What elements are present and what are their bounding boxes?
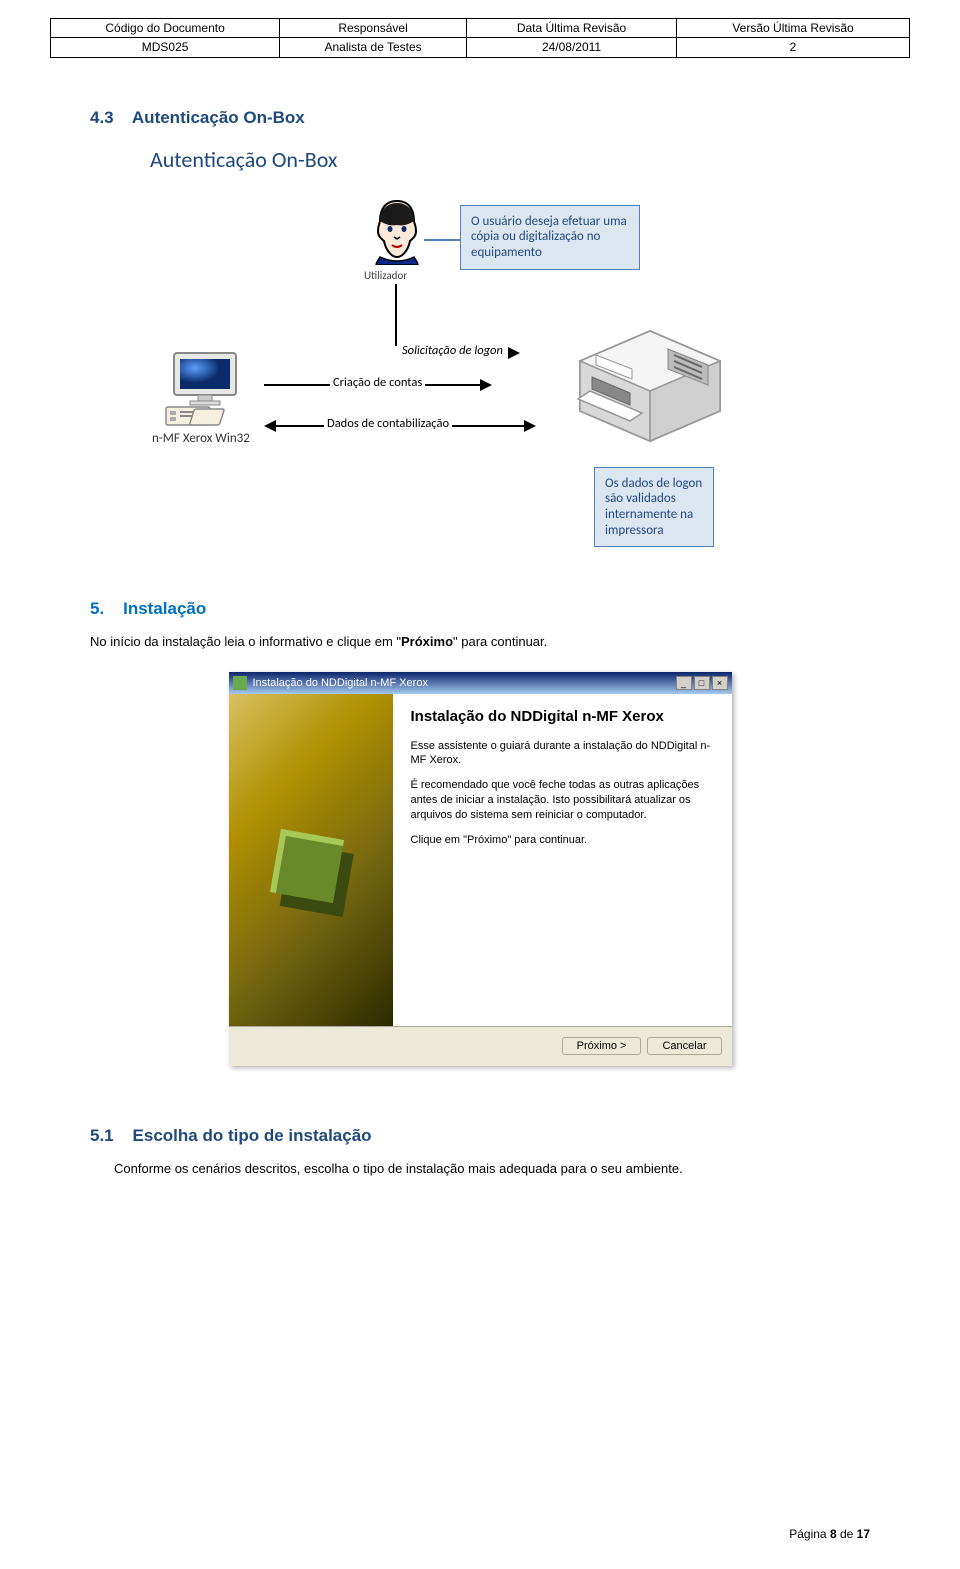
box-user-action: O usuário deseja efetuar uma cópia ou di…	[460, 205, 640, 270]
section-5-bold: Próximo	[401, 634, 453, 649]
arrow-criacao-icon	[480, 379, 492, 391]
box-printer-validation: Os dados de logon são validados internam…	[594, 467, 714, 547]
computer-label: n-MF Xerox Win32	[152, 431, 250, 446]
header-col2-top: Data Última Revisão	[467, 19, 677, 38]
section-5-1-body: Conforme os cenários descritos, escolha …	[90, 1160, 870, 1179]
installer-title-text: Instalação do NDDigital n-MF Xerox	[253, 677, 676, 689]
section-5-heading: 5. Instalação	[90, 599, 870, 619]
installer-paragraph-3: Clique em "Próximo" para continuar.	[411, 833, 714, 848]
installer-title-icon	[233, 676, 247, 690]
arrow-dados-left-icon	[264, 420, 276, 432]
user-label: Utilizador	[364, 269, 407, 282]
header-col2-bot: 24/08/2011	[467, 38, 677, 57]
connector-user-to-box	[424, 239, 460, 241]
diagram-onbox: Utilizador O usuário deseja efetuar uma …	[120, 199, 840, 569]
section-5-body: No início da instalação leia o informati…	[90, 633, 870, 652]
section-5-1-heading: 5.1 Escolha do tipo de instalação	[90, 1126, 870, 1146]
installer-paragraph-1: Esse assistente o guiará durante a insta…	[411, 739, 714, 769]
header-col3-bot: 2	[677, 38, 910, 57]
computer-icon	[160, 349, 250, 429]
header-col1-bot: Analista de Testes	[280, 38, 467, 57]
arrow-solicitacao-icon	[508, 347, 520, 359]
section-5-1-title: Escolha do tipo de instalação	[133, 1126, 372, 1145]
diagram-title: Autenticação On-Box	[150, 146, 870, 173]
arrow-dados-right-icon	[524, 420, 536, 432]
label-criacao-contas: Criação de contas	[330, 375, 425, 390]
installer-side-image	[229, 694, 393, 1026]
label-dados-contab: Dados de contabilização	[324, 416, 452, 431]
installer-heading: Instalação do NDDigital n-MF Xerox	[411, 708, 714, 725]
close-button[interactable]: ×	[712, 676, 728, 690]
doc-header-table: Código do Documento Responsável Data Últ…	[50, 18, 910, 58]
header-col1-top: Responsável	[280, 19, 467, 38]
label-solicitacao-logon: Solicitação de logon	[402, 343, 503, 358]
page-footer: Página 8 de 17	[789, 1527, 870, 1541]
user-icon	[370, 199, 424, 265]
installer-window: Instalação do NDDigital n-MF Xerox _ □ ×…	[229, 672, 732, 1066]
section-5-number: 5.	[90, 599, 104, 618]
page-total: 17	[857, 1527, 870, 1541]
section-4-3-heading: 4.3 Autenticação On-Box	[90, 108, 870, 128]
header-col0-top: Código do Documento	[51, 19, 280, 38]
section-5-1-number: 5.1	[90, 1126, 114, 1145]
page-number: 8	[830, 1527, 837, 1541]
header-col0-bot: MDS025	[51, 38, 280, 57]
maximize-button[interactable]: □	[694, 676, 710, 690]
printer-icon	[560, 321, 730, 451]
cancel-button[interactable]: Cancelar	[647, 1037, 721, 1055]
connector-vertical	[395, 284, 397, 346]
installer-paragraph-2: É recomendado que você feche todas as ou…	[411, 778, 714, 823]
section-4-3-title: Autenticação On-Box	[132, 108, 305, 127]
installer-titlebar: Instalação do NDDigital n-MF Xerox _ □ ×	[229, 672, 732, 694]
section-5-title: Instalação	[123, 599, 206, 618]
next-button[interactable]: Próximo >	[562, 1037, 642, 1055]
section-4-3-number: 4.3	[90, 108, 114, 127]
header-col3-top: Versão Última Revisão	[677, 19, 910, 38]
minimize-button[interactable]: _	[676, 676, 692, 690]
